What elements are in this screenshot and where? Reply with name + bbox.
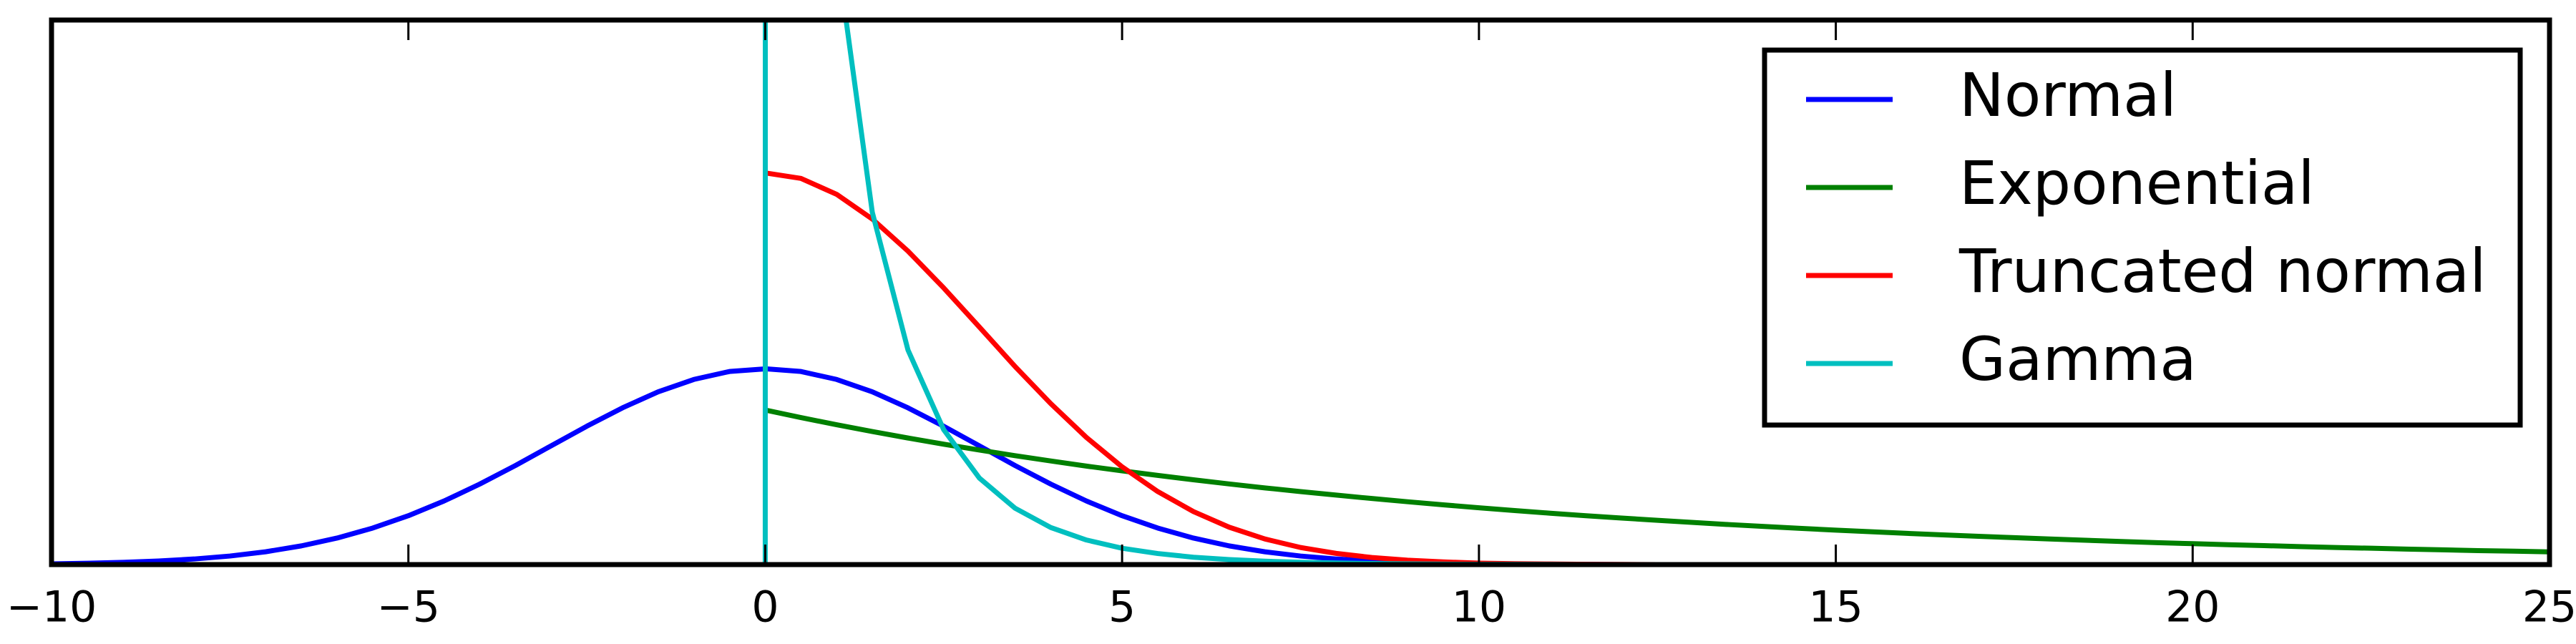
line-series xyxy=(52,366,2550,565)
x-tick-label: 20 xyxy=(2165,582,2220,633)
legend-label: Gamma xyxy=(1959,324,2197,394)
legend-label: Normal xyxy=(1959,60,2177,130)
legend-label: Exponential xyxy=(1959,148,2315,218)
x-tick-label: 5 xyxy=(1108,582,1136,633)
x-tick-label: 15 xyxy=(1808,582,1863,633)
x-tick-label: 10 xyxy=(1452,582,1506,633)
legend: Normal Exponential Truncated normal Gamma xyxy=(1762,47,2523,428)
line-series xyxy=(762,20,2550,565)
x-tick-label: −5 xyxy=(376,582,439,633)
x-tick-label: −10 xyxy=(6,582,97,633)
plot-frame xyxy=(49,17,2552,567)
legend-label: Truncated normal xyxy=(1958,236,2487,306)
line-series xyxy=(763,407,2550,555)
x-tick-label: 25 xyxy=(2522,582,2576,633)
x-tick-label: 0 xyxy=(751,582,779,633)
